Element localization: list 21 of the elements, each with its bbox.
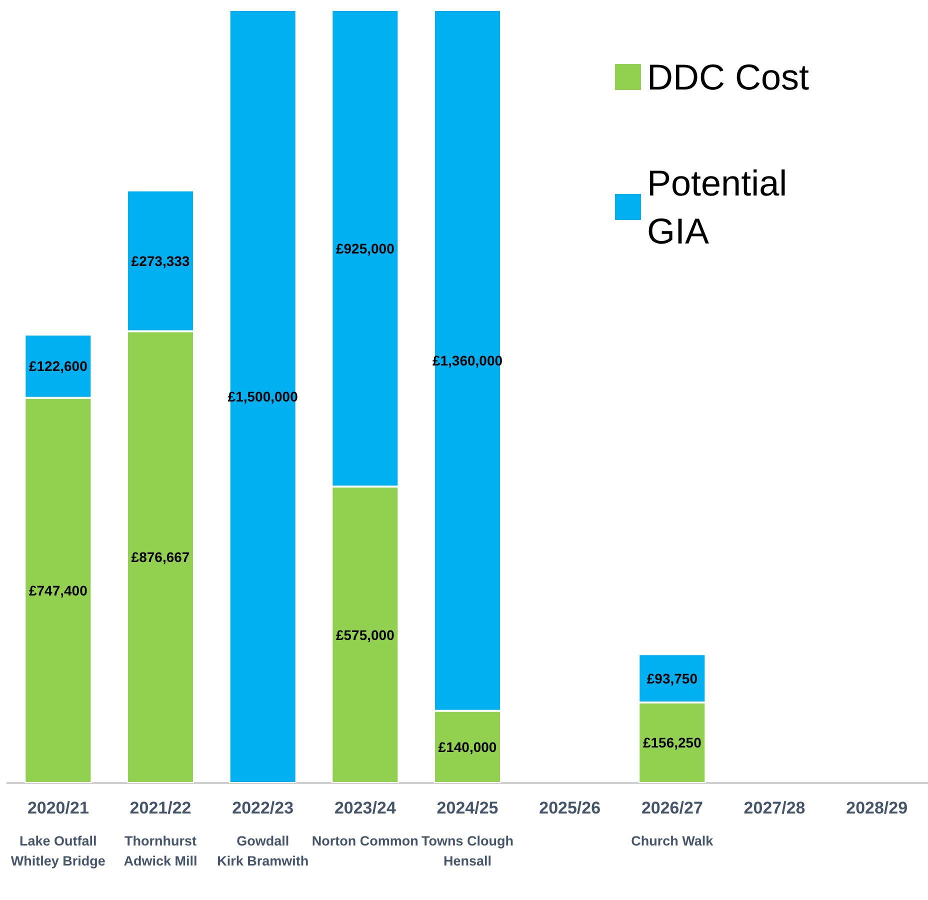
data-label: £273,333 (131, 252, 190, 269)
data-label: £876,667 (131, 549, 190, 566)
data-label: £575,000 (336, 626, 395, 643)
x-tick-label: 2027/28 (744, 798, 806, 818)
data-label: £122,600 (28, 358, 88, 374)
data-label: £925,000 (336, 240, 395, 256)
x-tick-label: 2021/22 Thornhurst Adwick Mill (124, 798, 198, 868)
x-tick-label: 2026/27 Church Walk (631, 798, 714, 848)
x-tick-label: 2020/21 Lake Outfall Whitley Bridge (10, 798, 106, 868)
x-tick-label: 2022/23 Gowdall Kirk Bramwith (217, 798, 309, 868)
x-tick-label: 2028/29 (846, 798, 908, 818)
data-label: £156,250 (642, 734, 702, 751)
data-label: £140,000 (438, 738, 497, 755)
x-tick-label: 2025/26 (539, 798, 601, 818)
data-label: £747,400 (28, 582, 88, 598)
legend-label: Potential GIA (647, 162, 798, 252)
legend-label: DDC Cost (647, 56, 810, 98)
x-tick-label: 2024/25 Towns Clough Hensall (422, 798, 514, 868)
x-tick-label: 2023/24 Norton Common (312, 798, 418, 848)
bar (229, 10, 296, 783)
data-label: £93,750 (646, 670, 698, 686)
